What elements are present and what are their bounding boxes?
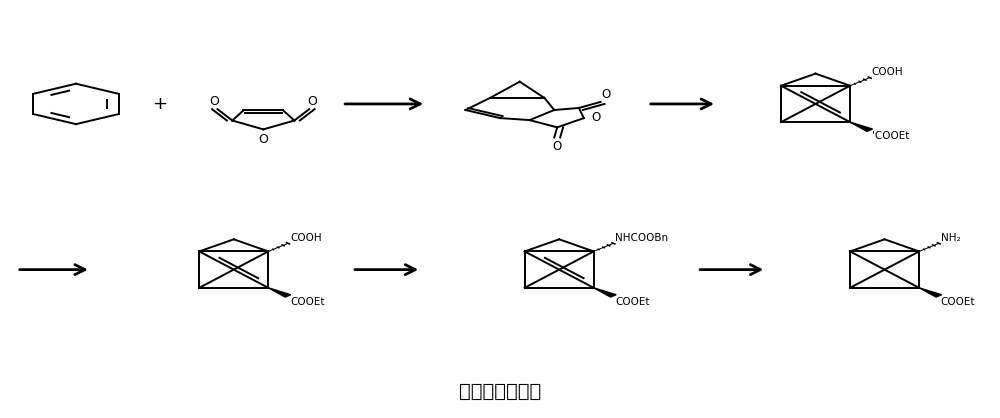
Text: +: + — [152, 95, 167, 113]
Text: O: O — [592, 111, 601, 124]
Text: O: O — [307, 94, 317, 107]
Text: COOH: COOH — [872, 67, 903, 77]
Text: COOEt: COOEt — [615, 297, 650, 307]
Text: 'COOEt: 'COOEt — [872, 131, 909, 141]
Text: O: O — [258, 133, 268, 145]
Text: COOEt: COOEt — [941, 297, 975, 307]
Text: COOEt: COOEt — [290, 297, 324, 307]
Polygon shape — [919, 288, 942, 297]
Polygon shape — [594, 288, 616, 297]
Text: NHCOOBn: NHCOOBn — [615, 232, 668, 242]
Text: O: O — [210, 94, 219, 107]
Text: COOH: COOH — [290, 232, 322, 242]
Text: O: O — [553, 140, 562, 153]
Text: O: O — [602, 88, 611, 101]
Polygon shape — [850, 122, 873, 131]
Polygon shape — [268, 288, 291, 297]
Text: NH₂: NH₂ — [941, 232, 960, 242]
Text: 专利报导路线一: 专利报导路线一 — [459, 382, 541, 401]
